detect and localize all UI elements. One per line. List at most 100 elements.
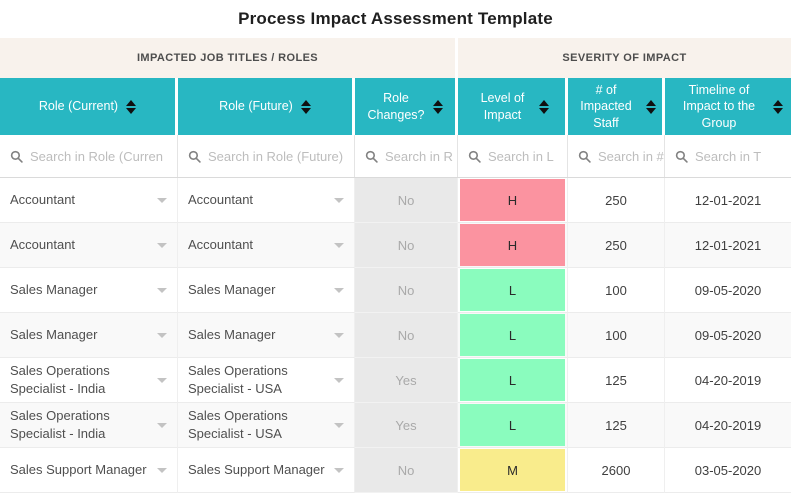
timeline-cell: 04-20-2019	[665, 358, 791, 403]
role-changes-value: No	[397, 237, 415, 253]
timeline-value: 12-01-2021	[694, 237, 762, 253]
role-current-value: Accountant	[10, 237, 76, 253]
column-header-label: Role (Current)	[38, 99, 119, 114]
group-header-row: IMPACTED JOB TITLES / ROLES SEVERITY OF …	[0, 38, 791, 78]
level-of-impact-cell: L	[458, 403, 568, 448]
chevron-down-icon[interactable]	[157, 423, 167, 428]
role-current-dropdown[interactable]: Sales Operations Specialist - India	[0, 358, 178, 403]
role-future-dropdown[interactable]: Accountant	[178, 223, 355, 268]
sort-icon[interactable]	[538, 99, 549, 114]
level-of-impact-cell: L	[458, 358, 568, 403]
chevron-down-icon[interactable]	[157, 198, 167, 203]
role-future-dropdown[interactable]: Sales Operations Specialist - USA	[178, 403, 355, 448]
search-input-role-future[interactable]	[208, 148, 354, 164]
timeline-value: 09-05-2020	[694, 327, 762, 343]
role-future-dropdown[interactable]: Sales Manager	[178, 268, 355, 313]
search-input-role-changes[interactable]	[385, 148, 457, 164]
search-input-impacted-staff[interactable]	[598, 148, 664, 164]
column-header-level-of-impact[interactable]: Level of Impact	[458, 78, 568, 135]
impacted-staff-cell: 100	[568, 313, 665, 358]
role-future-dropdown[interactable]: Accountant	[178, 178, 355, 223]
role-future-value: Sales Manager	[188, 327, 276, 343]
sort-icon[interactable]	[646, 99, 656, 114]
page-title: Process Impact Assessment Template	[238, 9, 553, 28]
role-future-dropdown[interactable]: Sales Support Manager	[178, 448, 355, 493]
level-of-impact-value: H	[460, 179, 565, 221]
role-changes-value: No	[397, 192, 415, 208]
search-input-role-current[interactable]	[30, 148, 177, 164]
group-header-impacted-roles: IMPACTED JOB TITLES / ROLES	[0, 38, 458, 78]
level-of-impact-cell: M	[458, 448, 568, 493]
column-header-row: Role (Current) Role (Future) Role Change…	[0, 78, 791, 135]
role-current-dropdown[interactable]: Accountant	[0, 223, 178, 268]
role-current-value: Sales Manager	[10, 327, 98, 343]
timeline-cell: 12-01-2021	[665, 178, 791, 223]
impacted-staff-value: 250	[605, 237, 627, 253]
timeline-cell: 09-05-2020	[665, 268, 791, 313]
sort-icon[interactable]	[773, 99, 783, 114]
timeline-cell: 03-05-2020	[665, 448, 791, 493]
level-of-impact-cell: L	[458, 313, 568, 358]
role-changes-value: No	[397, 282, 415, 298]
level-of-impact-cell: H	[458, 178, 568, 223]
search-input-level-of-impact[interactable]	[488, 148, 567, 164]
role-changes-cell: No	[355, 313, 458, 358]
role-future-dropdown[interactable]: Sales Operations Specialist - USA	[178, 358, 355, 403]
table-row: Accountant Accountant No H 250 12-01-202…	[0, 178, 791, 223]
chevron-down-icon[interactable]	[157, 243, 167, 248]
role-current-dropdown[interactable]: Sales Manager	[0, 313, 178, 358]
sort-icon[interactable]	[300, 99, 311, 114]
impacted-staff-value: 100	[605, 327, 627, 343]
search-cell-role-changes	[355, 135, 458, 177]
chevron-down-icon[interactable]	[334, 378, 344, 383]
search-icon	[365, 150, 378, 163]
search-cell-impacted-staff	[568, 135, 665, 177]
table-row: Sales Manager Sales Manager No L 100 09-…	[0, 313, 791, 358]
table-row: Sales Operations Specialist - India Sale…	[0, 358, 791, 403]
search-icon	[468, 150, 481, 163]
chevron-down-icon[interactable]	[334, 468, 344, 473]
table-row: Sales Support Manager Sales Support Mana…	[0, 448, 791, 493]
chevron-down-icon[interactable]	[334, 288, 344, 293]
chevron-down-icon[interactable]	[157, 333, 167, 338]
chevron-down-icon[interactable]	[334, 198, 344, 203]
timeline-value: 04-20-2019	[694, 417, 762, 433]
role-current-dropdown[interactable]: Sales Support Manager	[0, 448, 178, 493]
role-current-dropdown[interactable]: Accountant	[0, 178, 178, 223]
column-header-impacted-staff[interactable]: # of Impacted Staff	[568, 78, 665, 135]
role-future-value: Sales Support Manager	[188, 462, 325, 478]
chevron-down-icon[interactable]	[334, 243, 344, 248]
chevron-down-icon[interactable]	[157, 468, 167, 473]
sort-icon[interactable]	[126, 99, 137, 114]
chevron-down-icon[interactable]	[157, 288, 167, 293]
impacted-staff-value: 2600	[601, 462, 631, 478]
search-input-timeline[interactable]	[695, 148, 791, 164]
role-current-value: Sales Operations Specialist - India	[10, 363, 110, 396]
chevron-down-icon[interactable]	[334, 423, 344, 428]
sort-icon[interactable]	[433, 99, 443, 114]
role-future-value: Accountant	[188, 237, 254, 253]
role-future-dropdown[interactable]: Sales Manager	[178, 313, 355, 358]
impacted-staff-value: 100	[605, 282, 627, 298]
column-header-role-future[interactable]: Role (Future)	[178, 78, 355, 135]
impacted-staff-cell: 2600	[568, 448, 665, 493]
level-of-impact-value: H	[460, 224, 565, 266]
title-bar: Process Impact Assessment Template	[0, 0, 791, 38]
role-changes-value: No	[397, 327, 415, 343]
role-current-dropdown[interactable]: Sales Manager	[0, 268, 178, 313]
chevron-down-icon[interactable]	[157, 378, 167, 383]
table-row: Sales Operations Specialist - India Sale…	[0, 403, 791, 448]
impacted-staff-cell: 125	[568, 358, 665, 403]
impacted-staff-value: 250	[605, 192, 627, 208]
role-current-dropdown[interactable]: Sales Operations Specialist - India	[0, 403, 178, 448]
column-header-role-changes[interactable]: Role Changes?	[355, 78, 458, 135]
role-changes-cell: Yes	[355, 403, 458, 448]
column-header-timeline[interactable]: Timeline of Impact to the Group	[665, 78, 791, 135]
role-changes-cell: No	[355, 268, 458, 313]
chevron-down-icon[interactable]	[334, 333, 344, 338]
role-future-value: Sales Operations Specialist - USA	[188, 408, 288, 441]
column-header-role-current[interactable]: Role (Current)	[0, 78, 178, 135]
timeline-value: 12-01-2021	[694, 192, 762, 208]
impacted-staff-value: 125	[605, 372, 627, 388]
column-header-label: Level of Impact	[480, 91, 525, 122]
